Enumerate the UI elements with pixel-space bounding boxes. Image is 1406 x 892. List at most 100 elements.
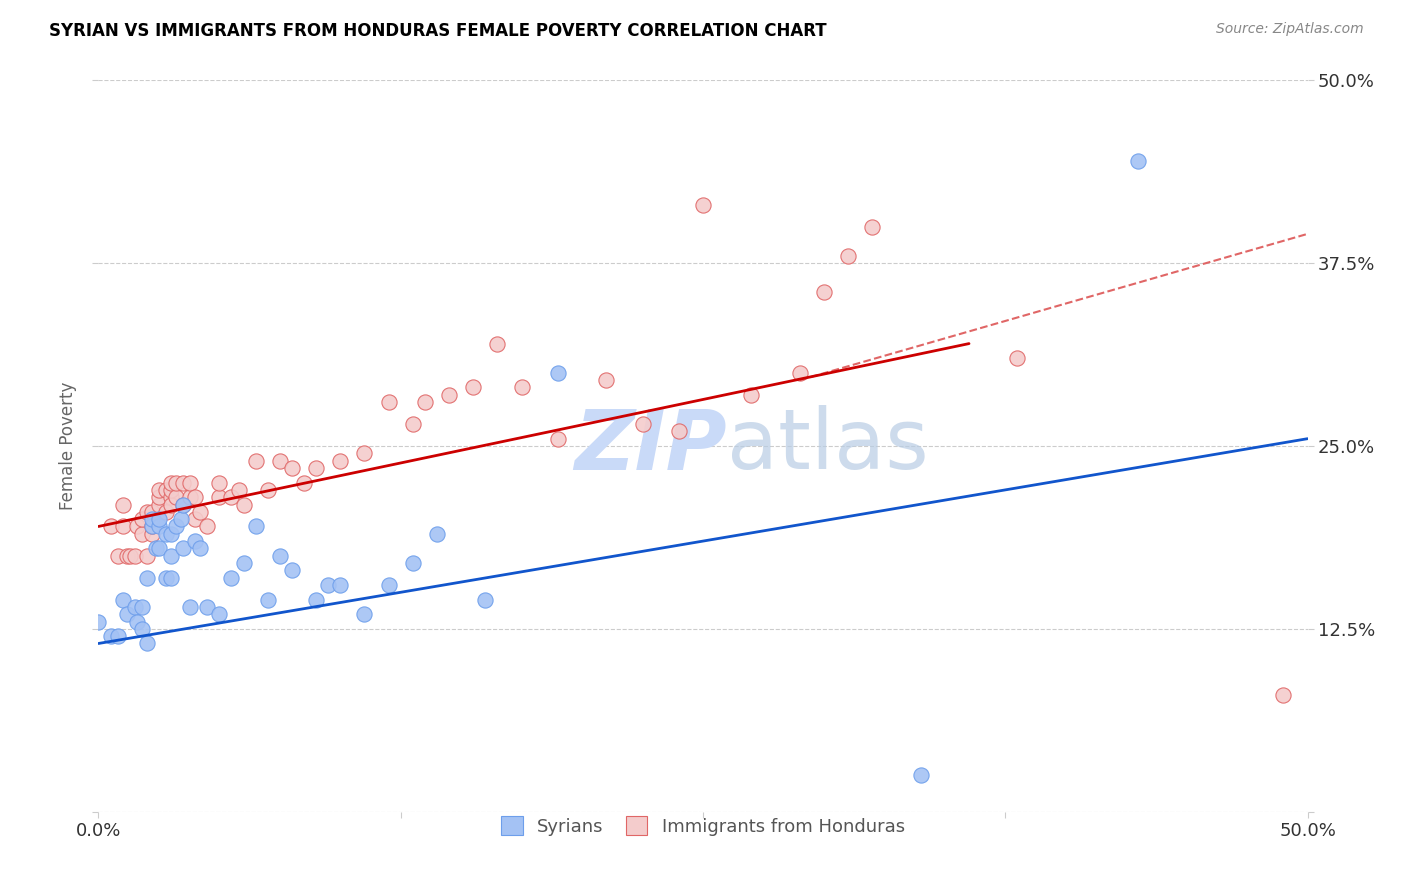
Point <box>148 498 170 512</box>
Point <box>131 622 153 636</box>
Point <box>148 512 170 526</box>
Point <box>1007 351 1029 366</box>
Point <box>305 461 328 475</box>
Point <box>165 519 187 533</box>
Text: atlas: atlas <box>727 406 929 486</box>
Text: ZIP: ZIP <box>575 406 727 486</box>
Point <box>148 519 170 533</box>
Point <box>281 563 304 577</box>
Point <box>1272 688 1295 702</box>
Point <box>117 607 139 622</box>
Point <box>208 607 231 622</box>
Point <box>141 505 163 519</box>
Point <box>221 490 243 504</box>
Point <box>692 197 714 211</box>
Point <box>145 541 167 556</box>
Point <box>353 446 375 460</box>
Point <box>377 395 399 409</box>
Point <box>305 592 328 607</box>
Point <box>141 526 163 541</box>
Point <box>124 549 146 563</box>
Point <box>111 498 134 512</box>
Point <box>547 366 569 380</box>
Point <box>165 475 187 490</box>
Point <box>256 592 278 607</box>
Point <box>148 541 170 556</box>
Point <box>107 549 129 563</box>
Point <box>87 615 110 629</box>
Point <box>208 475 231 490</box>
Point <box>188 505 211 519</box>
Point <box>160 571 183 585</box>
Point <box>172 498 194 512</box>
Point <box>402 417 425 431</box>
Point <box>111 592 134 607</box>
Point <box>160 498 183 512</box>
Point <box>813 285 835 300</box>
Point <box>329 578 352 592</box>
Point <box>179 599 201 614</box>
Point <box>910 768 932 782</box>
Point <box>316 578 339 592</box>
Legend: Syrians, Immigrants from Honduras: Syrians, Immigrants from Honduras <box>494 809 912 843</box>
Point <box>208 490 231 504</box>
Point <box>426 526 449 541</box>
Y-axis label: Female Poverty: Female Poverty <box>59 382 77 510</box>
Point <box>269 453 291 467</box>
Point <box>169 512 191 526</box>
Point <box>141 519 163 533</box>
Point <box>155 526 177 541</box>
Point <box>245 519 267 533</box>
Point <box>179 490 201 504</box>
Point <box>107 629 129 643</box>
Point <box>437 388 460 402</box>
Point <box>131 599 153 614</box>
Point <box>135 571 157 585</box>
Point <box>292 475 315 490</box>
Point <box>228 483 250 497</box>
Point <box>281 461 304 475</box>
Point <box>329 453 352 467</box>
Point <box>740 388 762 402</box>
Point <box>188 541 211 556</box>
Point <box>117 549 139 563</box>
Point <box>141 519 163 533</box>
Point <box>377 578 399 592</box>
Point <box>165 490 187 504</box>
Point <box>155 571 177 585</box>
Point <box>789 366 811 380</box>
Point <box>118 549 141 563</box>
Point <box>172 541 194 556</box>
Point <box>195 599 218 614</box>
Point <box>232 556 254 570</box>
Point <box>486 336 509 351</box>
Point <box>463 380 485 394</box>
Point <box>1128 153 1150 168</box>
Point <box>413 395 436 409</box>
Point <box>160 483 183 497</box>
Point <box>232 498 254 512</box>
Point <box>148 490 170 504</box>
Point <box>195 519 218 533</box>
Text: SYRIAN VS IMMIGRANTS FROM HONDURAS FEMALE POVERTY CORRELATION CHART: SYRIAN VS IMMIGRANTS FROM HONDURAS FEMAL… <box>49 22 827 40</box>
Point <box>100 629 122 643</box>
Point <box>160 549 183 563</box>
Point <box>135 549 157 563</box>
Point <box>256 483 278 497</box>
Point <box>131 526 153 541</box>
Point <box>353 607 375 622</box>
Point <box>141 512 163 526</box>
Point <box>221 571 243 585</box>
Point <box>131 512 153 526</box>
Point <box>595 373 617 387</box>
Text: Source: ZipAtlas.com: Source: ZipAtlas.com <box>1216 22 1364 37</box>
Point <box>100 519 122 533</box>
Point <box>510 380 533 394</box>
Point <box>184 490 207 504</box>
Point <box>160 475 183 490</box>
Point <box>269 549 291 563</box>
Point <box>184 534 207 549</box>
Point <box>547 432 569 446</box>
Point <box>172 475 194 490</box>
Point <box>184 512 207 526</box>
